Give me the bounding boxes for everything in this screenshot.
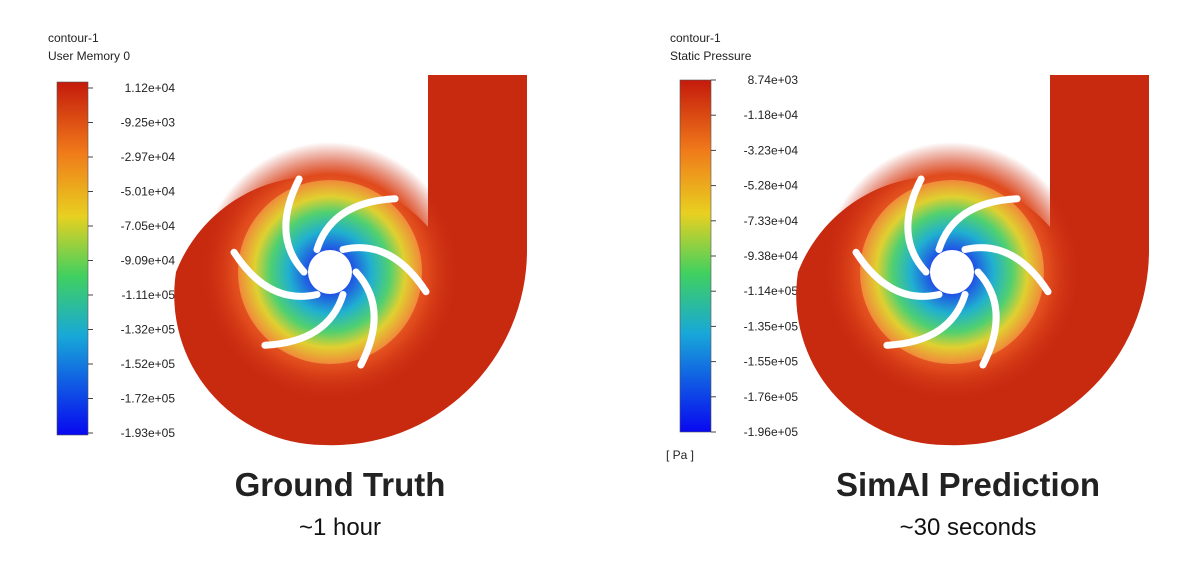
blade [961,244,1052,296]
colorbar-label: -1.18e+04 [744,108,799,122]
colorbar-label: -1.55e+05 [744,355,799,369]
colorbar-label: -1.14e+05 [744,284,799,298]
colorbar-label: -1.93e+05 [121,426,176,440]
colorbar-label: -7.33e+04 [744,214,799,228]
blade [230,248,321,300]
blade [974,268,1000,369]
contour-name: contour-1 [670,31,721,45]
hub [930,250,974,294]
colorbar-label: -1.11e+05 [122,288,176,302]
colorbar-label: -1.35e+05 [744,319,799,333]
colorbar-label: -9.25e+03 [121,116,176,130]
colorbar-label: -1.76e+05 [744,390,799,404]
colorbar-label: -7.05e+04 [121,219,176,233]
colorbar-label: -9.38e+04 [744,249,799,263]
variable-name: User Memory 0 [48,49,130,63]
colorbar-label: -5.01e+04 [121,185,176,199]
colorbar-label: 1.12e+04 [125,81,176,95]
colorbar-label: -3.23e+04 [744,143,799,157]
colorbar [679,79,712,433]
blade [352,268,378,369]
unit: [ Pa ] [666,448,694,462]
blade [282,175,308,276]
colorbar-label: -2.97e+04 [121,150,176,164]
variable-name: Static Pressure [670,49,752,63]
colorbar [56,81,89,436]
blade [313,195,399,253]
colorbar-label: -1.32e+05 [121,323,176,337]
colorbar-label: -5.28e+04 [744,179,799,193]
colorbar-label: -1.72e+05 [121,392,176,406]
blade [904,175,930,276]
panel: contour-1 Static Pressure 8.74e+03 -1.18e+0… [666,31,1150,541]
duration: ~30 seconds [900,514,1037,541]
duration: ~1 hour [299,514,381,541]
colorbar-label: -1.52e+05 [121,357,176,371]
blade [852,248,943,300]
blade [883,291,969,349]
hub [308,250,352,294]
blade [935,195,1021,253]
colorbar-label: -9.09e+04 [121,254,176,268]
colorbar-label: -1.96e+05 [744,425,799,439]
panel: contour-1 User Memory 0 1.12e+04 -9.25e+03 -… [48,31,528,541]
colorbar-label: 8.74e+03 [748,73,799,87]
caption: Ground Truth [235,466,446,503]
caption: SimAI Prediction [836,466,1100,503]
blade [339,244,430,296]
blade [261,291,347,349]
contour-name: contour-1 [48,31,99,45]
